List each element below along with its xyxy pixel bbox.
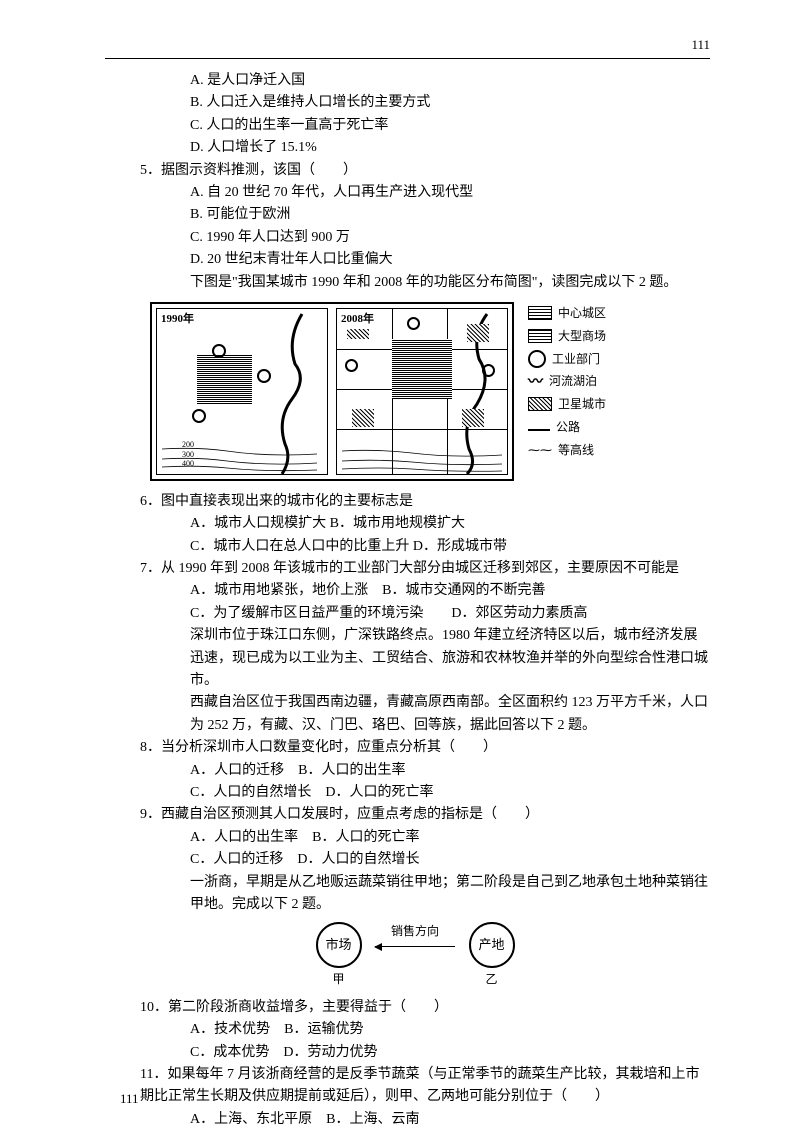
- page-number-bottom: 111: [120, 1089, 139, 1110]
- figure-1: 1990年 200 300 400: [150, 302, 710, 481]
- map-legend: 中心城区 大型商场 工业部门 〰河流湖泊 卫星城市 公路 ⁓⁓ 等高线: [528, 302, 606, 462]
- q4-option-a: A. 是人口净迁入国: [120, 70, 710, 92]
- map-2008: 2008年: [336, 308, 508, 475]
- legend-contour: 等高线: [558, 439, 594, 462]
- legend-industry: 工业部门: [552, 348, 600, 371]
- q8-stem: 8．当分析深圳市人口数量变化时，应重点分析其（ ）: [120, 737, 710, 759]
- legend-center-icon: [528, 306, 552, 320]
- legend-water: 河流湖泊: [549, 370, 597, 393]
- q4-option-d: D. 人口增长了 15.1%: [120, 137, 710, 159]
- q9-cd: C．人口的迁移 D．人口的自然增长: [120, 849, 710, 871]
- q7-ab: A．城市用地紧张，地价上涨 B．城市交通网的不断完善: [120, 580, 710, 602]
- page: 111 A. 是人口净迁入国 B. 人口迁入是维持人口增长的主要方式 C. 人口…: [0, 0, 800, 1132]
- market-circle: 市场: [316, 922, 362, 968]
- q6-ab: A．城市人口规模扩大 B．城市用地规模扩大: [120, 513, 710, 535]
- q4-option-b: B. 人口迁入是维持人口增长的主要方式: [120, 92, 710, 114]
- q4-option-c: C. 人口的出生率一直高于死亡率: [120, 115, 710, 137]
- figure-2: 市场 甲 销售方向 产地 乙: [120, 922, 710, 990]
- arrow-box: 销售方向: [375, 922, 455, 946]
- q5-stem: 5．据图示资料推测，该国（ ）: [120, 160, 710, 182]
- q7-para2: 西藏自治区位于我国西南边疆，青藏高原西南部。全区面积约 123 万平方千米，人口…: [120, 692, 710, 737]
- map-1990-label: 1990年: [161, 311, 194, 329]
- q8-cd: C．人口的自然增长 D．人口的死亡率: [120, 782, 710, 804]
- q5-option-d: D. 20 世纪末青壮年人口比重偏大: [120, 249, 710, 271]
- map-2008-label: 2008年: [341, 311, 374, 329]
- legend-road: 公路: [556, 416, 580, 439]
- arrow-label: 销售方向: [391, 924, 439, 938]
- content: A. 是人口净迁入国 B. 人口迁入是维持人口增长的主要方式 C. 人口的出生率…: [120, 70, 710, 1131]
- legend-satellite-icon: [528, 397, 552, 411]
- market-sub: 甲: [318, 970, 360, 989]
- legend-road-icon: [528, 429, 550, 431]
- q5-option-a: A. 自 20 世纪 70 年代，人口再生产进入现代型: [120, 182, 710, 204]
- map-1990: 1990年 200 300 400: [156, 308, 328, 475]
- map-box: 1990年 200 300 400: [150, 302, 514, 481]
- svg-text:200: 200: [182, 440, 194, 449]
- origin-sub: 乙: [471, 970, 513, 989]
- legend-water-icon: 〰: [528, 377, 543, 387]
- q6-stem: 6．图中直接表现出来的城市化的主要标志是: [120, 491, 710, 513]
- q11-stem: 11．如果每年 7 月该浙商经营的是反季节蔬菜（与正常季节的蔬菜生产比较，其栽培…: [120, 1064, 710, 1109]
- q9-para: 一浙商，早期是从乙地贩运蔬菜销往甲地；第二阶段是自己到乙地承包土地种菜销往甲地。…: [120, 872, 710, 917]
- q5-intro: 下图是"我国某城市 1990 年和 2008 年的功能区分布简图"，读图完成以下…: [120, 272, 710, 294]
- origin-circle: 产地: [469, 922, 515, 968]
- q10-cd: C．成本优势 D．劳动力优势: [120, 1042, 710, 1064]
- arrow-line-icon: [375, 946, 455, 947]
- legend-center: 中心城区: [558, 302, 606, 325]
- q11-ab: A．上海、东北平原 B．上海、云南: [120, 1109, 710, 1131]
- legend-contour-icon: ⁓⁓: [528, 445, 552, 455]
- legend-mall: 大型商场: [558, 325, 606, 348]
- q7-cd: C．为了缓解市区日益严重的环境污染 D．郊区劳动力素质高: [120, 603, 710, 625]
- q7-para1: 深圳市位于珠江口东侧，广深铁路终点。1980 年建立经济特区以后，城市经济发展迅…: [120, 625, 710, 692]
- q6-cd: C．城市人口在总人口中的比重上升 D．形成城市带: [120, 536, 710, 558]
- q10-ab: A．技术优势 B．运输优势: [120, 1019, 710, 1041]
- legend-mall-icon: [528, 329, 552, 343]
- q10-stem: 10．第二阶段浙商收益增多，主要得益于（ ）: [120, 997, 710, 1019]
- q5-option-c: C. 1990 年人口达到 900 万: [120, 227, 710, 249]
- page-number-top: 111: [105, 35, 710, 59]
- legend-satellite: 卫星城市: [558, 393, 606, 416]
- q5-option-b: B. 可能位于欧洲: [120, 204, 710, 226]
- q8-ab: A．人口的迁移 B．人口的出生率: [120, 760, 710, 782]
- q7-stem: 7．从 1990 年到 2008 年该城市的工业部门大部分由城区迁移到郊区，主要…: [120, 558, 710, 580]
- svg-text:400: 400: [182, 459, 194, 468]
- q9-stem: 9．西藏自治区预测其人口发展时，应重点考虑的指标是（ ）: [120, 804, 710, 826]
- q9-ab: A．人口的出生率 B．人口的死亡率: [120, 827, 710, 849]
- legend-industry-icon: [528, 350, 546, 368]
- svg-text:300: 300: [182, 450, 194, 459]
